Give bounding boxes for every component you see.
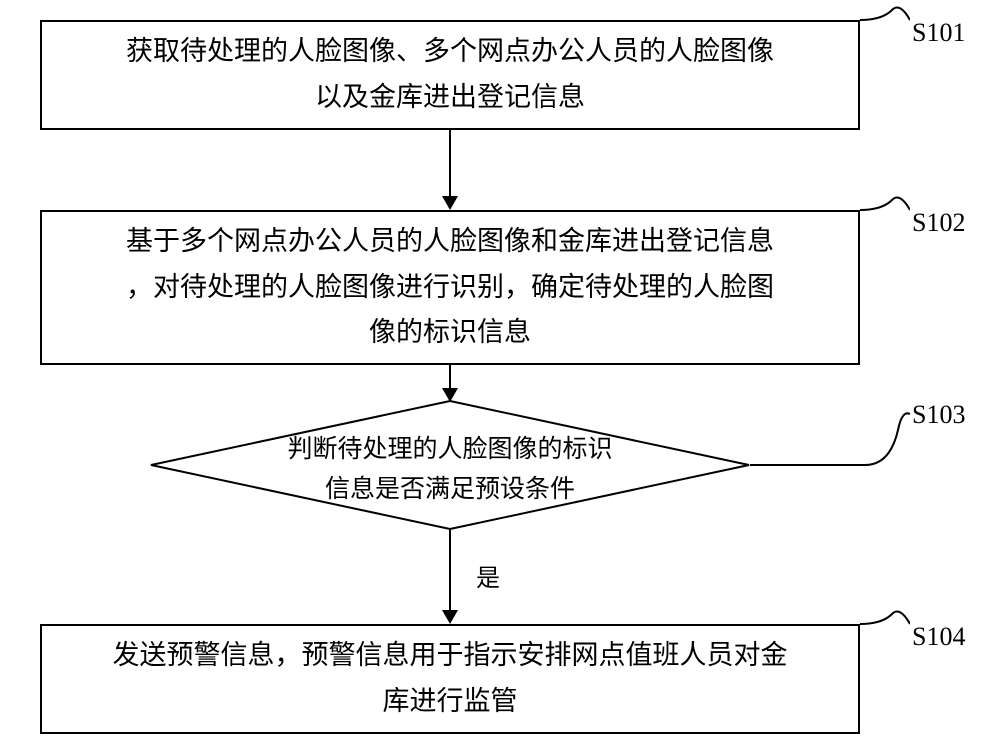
process-s101: 获取待处理的人脸图像、多个网点办公人员的人脸图像 以及金库进出登记信息 bbox=[40, 20, 860, 130]
process-s102: 基于多个网点办公人员的人脸图像和金库进出登记信息 ，对待处理的人脸图像进行识别，… bbox=[40, 210, 860, 365]
s101-line2: 以及金库进出登记信息 bbox=[315, 82, 585, 112]
flowchart-canvas: 获取待处理的人脸图像、多个网点办公人员的人脸图像 以及金库进出登记信息 S101… bbox=[0, 0, 1000, 756]
process-s104: 发送预警信息，预警信息用于指示安排网点值班人员对金 库进行监管 bbox=[40, 624, 860, 734]
s104-line1: 发送预警信息，预警信息用于指示安排网点值班人员对金 bbox=[113, 640, 788, 670]
s103-line1: 判断待处理的人脸图像的标识 bbox=[287, 436, 612, 463]
edge-s102-s103 bbox=[449, 365, 451, 389]
label-s102: S102 bbox=[912, 208, 965, 238]
s104-connector bbox=[860, 606, 910, 642]
s103-line2: 信息是否满足预设条件 bbox=[325, 476, 575, 503]
s101-line1: 获取待处理的人脸图像、多个网点办公人员的人脸图像 bbox=[126, 36, 774, 66]
label-s103: S103 bbox=[912, 400, 965, 430]
edge-label-yes: 是 bbox=[476, 558, 500, 593]
s102-line3: 像的标识信息 bbox=[369, 317, 531, 347]
s102-connector bbox=[860, 192, 910, 228]
edge-s103-s104 bbox=[449, 530, 451, 610]
s103-connector bbox=[750, 400, 912, 470]
arrowhead-s103-s104 bbox=[442, 610, 458, 624]
decision-s103: 判断待处理的人脸图像的标识 信息是否满足预设条件 bbox=[150, 400, 750, 530]
s104-line2: 库进行监管 bbox=[383, 686, 518, 716]
s101-connector bbox=[860, 2, 910, 38]
label-s104: S104 bbox=[912, 622, 965, 652]
arrowhead-s101-s102 bbox=[442, 196, 458, 210]
label-s101: S101 bbox=[912, 18, 965, 48]
s102-line1: 基于多个网点办公人员的人脸图像和金库进出登记信息 bbox=[126, 226, 774, 256]
edge-s101-s102 bbox=[449, 130, 451, 196]
s102-line2: ，对待处理的人脸图像进行识别，确定待处理的人脸图 bbox=[126, 272, 774, 302]
